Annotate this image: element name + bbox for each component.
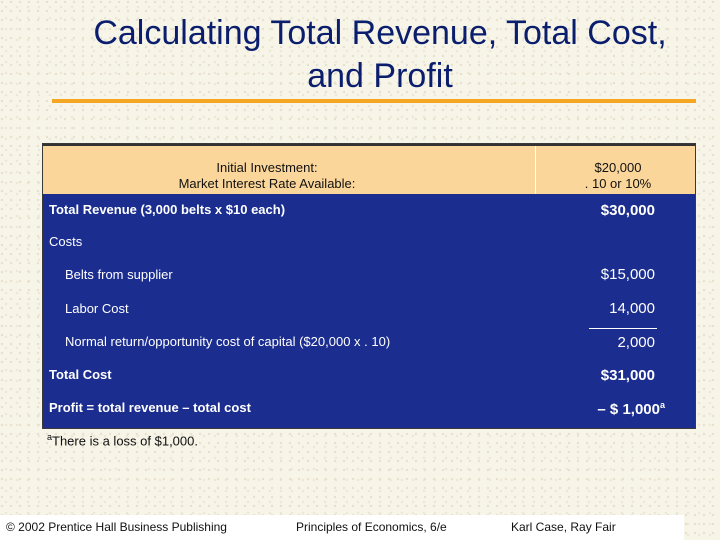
- total-revenue-value: $30,000: [600, 202, 655, 219]
- profit-amount: – $ 1,000: [597, 401, 660, 418]
- interest-rate-label: Market Interest Rate Available:: [178, 176, 356, 191]
- profit-footnote-marker: a: [659, 400, 665, 410]
- slide-title: Calculating Total Revenue, Total Cost, a…: [30, 12, 720, 98]
- capital-cost-label: Normal return/opportunity cost of capita…: [65, 334, 391, 349]
- slide-title-line-1: Calculating Total Revenue, Total Cost,: [93, 14, 667, 52]
- profit-value: – $ 1,000a: [597, 400, 665, 418]
- subtotal-rule: [589, 328, 657, 329]
- header-value: $20,000 . 10 or 10%: [543, 160, 693, 192]
- slide-footer: © 2002 Prentice Hall Business Publishing…: [0, 515, 684, 540]
- belts-cost-label: Belts from supplier: [65, 267, 173, 282]
- profit-label: Profit = total revenue – total cost: [49, 400, 251, 415]
- header-divider: [535, 146, 536, 194]
- total-revenue-label: Total Revenue (3,000 belts x $10 each): [49, 202, 286, 217]
- labor-cost-value: 14,000: [609, 300, 655, 317]
- capital-cost-value: 2,000: [617, 334, 655, 351]
- slide-title-line-2: and Profit: [307, 57, 453, 95]
- total-cost-value: $31,000: [600, 367, 655, 384]
- total-cost-label: Total Cost: [49, 367, 112, 382]
- interest-rate-value: . 10 or 10%: [584, 176, 652, 191]
- header-label: Initial Investment: Market Interest Rate…: [43, 160, 491, 192]
- footnote: aThere is a loss of $1,000.: [47, 432, 198, 448]
- footer-copyright: © 2002 Prentice Hall Business Publishing: [6, 520, 227, 534]
- footer-authors: Karl Case, Ray Fair: [511, 520, 616, 534]
- belts-cost-value: $15,000: [600, 266, 655, 283]
- footnote-text: There is a loss of $1,000.: [52, 433, 198, 449]
- table-header: Initial Investment: Market Interest Rate…: [43, 144, 695, 194]
- footnote-marker: a: [47, 432, 53, 442]
- revenue-cost-profit-table: Initial Investment: Market Interest Rate…: [42, 143, 696, 429]
- title-divider: [52, 99, 696, 103]
- initial-investment-label: Initial Investment:: [216, 160, 318, 175]
- initial-investment-value: $20,000: [594, 160, 642, 175]
- footer-book: Principles of Economics, 6/e: [296, 520, 447, 534]
- costs-heading: Costs: [49, 234, 83, 249]
- labor-cost-label: Labor Cost: [65, 301, 129, 316]
